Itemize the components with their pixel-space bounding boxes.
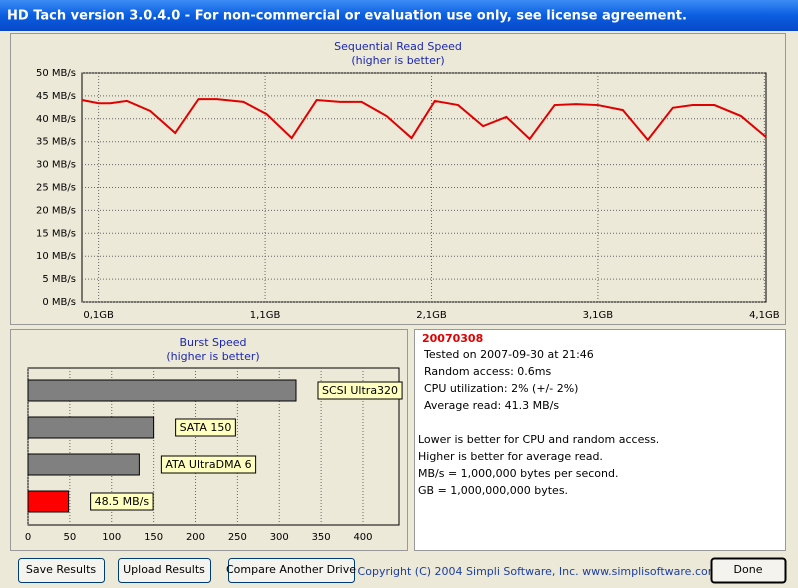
bar-label-box — [175, 418, 236, 437]
bar-label-box — [317, 381, 403, 400]
x-tick-label: 0 — [25, 532, 31, 543]
info-panel — [414, 329, 786, 551]
bar-label-box — [90, 492, 154, 511]
y-tick-label: 35 MB/s — [36, 137, 76, 148]
x-tick-label: 4,1GB — [749, 310, 780, 321]
x-tick-label: 2,1GB — [416, 310, 447, 321]
y-tick-label: 15 MB/s — [36, 228, 76, 239]
note-line: Higher is better for average read. — [418, 450, 603, 463]
bar — [27, 490, 70, 513]
button-frame[interactable] — [118, 558, 211, 583]
y-tick-label: 50 MB/s — [36, 68, 76, 79]
y-tick-label: 30 MB/s — [36, 160, 76, 171]
x-tick-label: 200 — [186, 532, 205, 543]
x-tick-label: 150 — [144, 532, 163, 543]
button-label[interactable]: Save Results — [26, 563, 96, 576]
x-tick-label: 0,1GB — [83, 310, 114, 321]
compare-button[interactable]: Compare Another Drive — [226, 558, 356, 583]
button-frame[interactable] — [228, 558, 355, 583]
y-tick-label: 5 MB/s — [42, 274, 76, 285]
button-frame[interactable] — [710, 557, 787, 584]
x-tick-label: 3,1GB — [583, 310, 614, 321]
bar — [27, 416, 155, 439]
drive-name: 20070308 — [422, 332, 483, 345]
note-line: MB/s = 1,000,000 bytes per second. — [418, 467, 618, 480]
x-tick-label: 350 — [312, 532, 331, 543]
button-label[interactable]: Done — [734, 563, 763, 576]
note-line: GB = 1,000,000,000 bytes. — [418, 484, 568, 497]
x-tick-label: 400 — [353, 532, 372, 543]
result-line: Tested on 2007-09-30 at 21:46 — [423, 348, 594, 361]
read-speed-line — [81, 98, 767, 142]
button-frame[interactable] — [18, 558, 105, 583]
title-bar — [0, 0, 798, 31]
result-line: Random access: 0.6ms — [424, 365, 552, 378]
result-line: Average read: 41.3 MB/s — [424, 399, 559, 412]
note-line: Lower is better for CPU and random acces… — [418, 433, 659, 446]
y-tick-label: 10 MB/s — [36, 251, 76, 262]
button-label[interactable]: Compare Another Drive — [226, 563, 356, 576]
button-label[interactable]: Upload Results — [123, 563, 205, 576]
bar — [27, 379, 297, 402]
y-tick-label: 45 MB/s — [36, 91, 76, 102]
save-button[interactable]: Save Results — [18, 558, 105, 583]
window-title: HD Tach version 3.0.4.0 - For non-commer… — [7, 9, 687, 24]
chart-subtitle: (higher is better) — [351, 54, 444, 67]
chart-title: Burst Speed — [179, 336, 246, 349]
y-tick-label: 25 MB/s — [36, 183, 76, 194]
bar-label: 48.5 MB/s — [95, 495, 150, 508]
result-line: CPU utilization: 2% (+/- 2%) — [424, 382, 578, 395]
x-tick-label: 250 — [228, 532, 247, 543]
bar-label: SATA 150 — [180, 421, 232, 434]
upload-button[interactable]: Upload Results — [118, 558, 211, 583]
bar-label: SCSI Ultra320 — [322, 384, 398, 397]
x-tick-label: 50 — [64, 532, 77, 543]
bar — [27, 453, 140, 476]
chart-subtitle: (higher is better) — [166, 350, 259, 363]
y-tick-label: 0 MB/s — [42, 297, 76, 308]
y-tick-label: 40 MB/s — [36, 114, 76, 125]
bar-label-box — [160, 455, 257, 474]
x-tick-label: 300 — [270, 532, 289, 543]
chart-title: Sequential Read Speed — [334, 40, 462, 53]
copyright: Copyright (C) 2004 Simpli Software, Inc.… — [358, 565, 719, 578]
x-tick-label: 100 — [102, 532, 121, 543]
done-button[interactable]: Done — [710, 557, 787, 584]
x-tick-label: 1,1GB — [250, 310, 281, 321]
y-tick-label: 20 MB/s — [36, 205, 76, 216]
bar-label: ATA UltraDMA 6 — [165, 458, 251, 471]
